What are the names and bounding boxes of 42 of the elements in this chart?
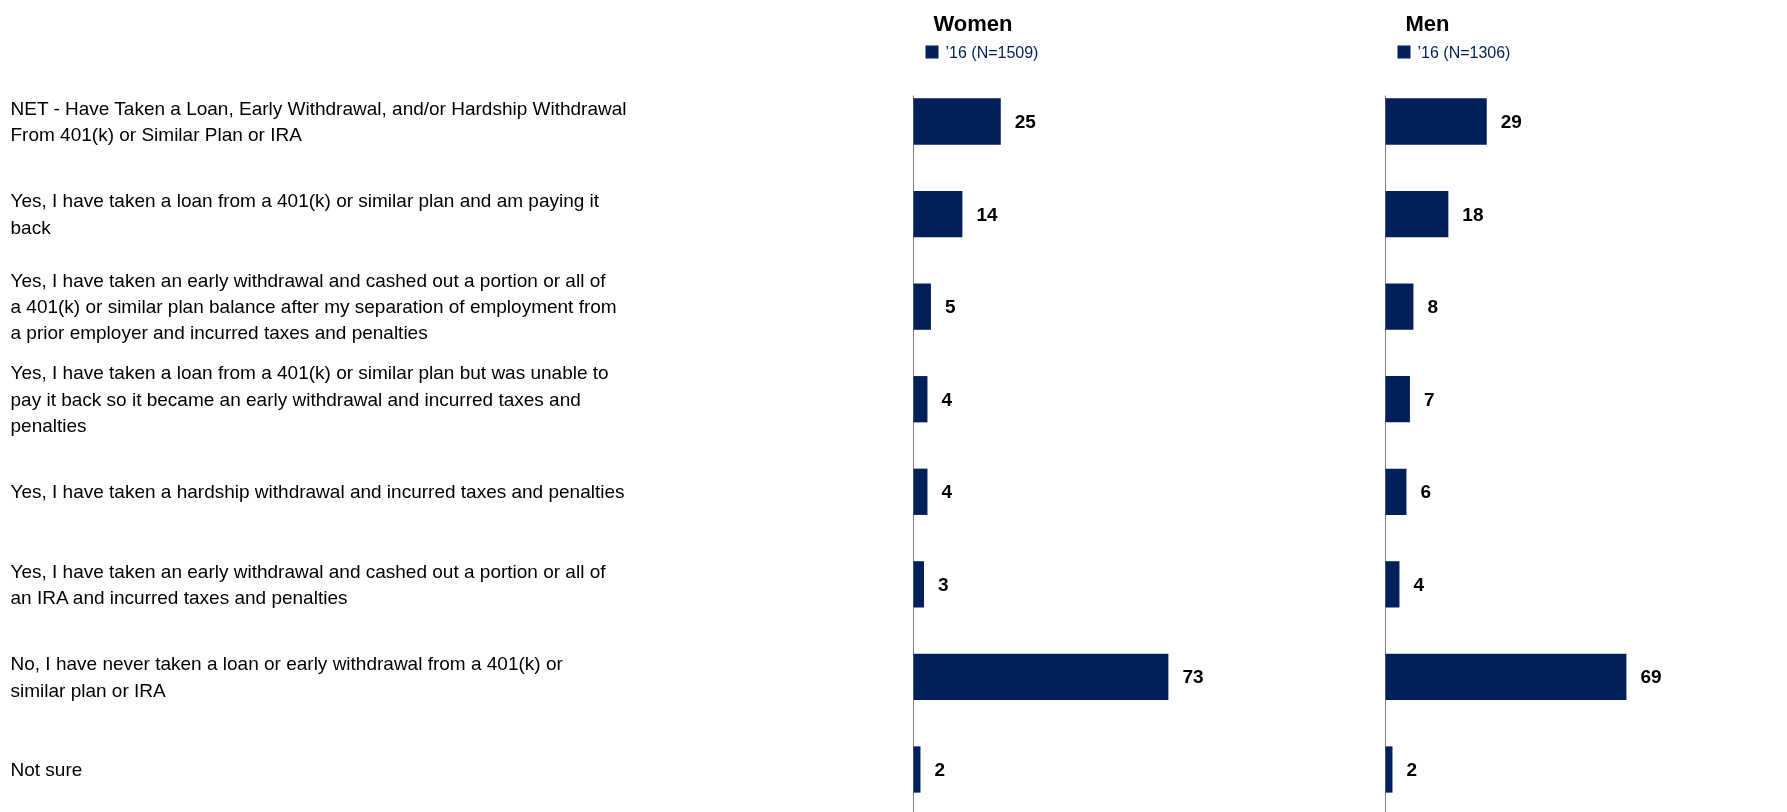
y-tick-label: Not sure [10,759,83,780]
chart-title: Men [1405,11,1450,36]
y-tick-label: Yes, I have taken an early withdrawal and cashed out a portion or all of an IRA and incurred taxes and penalties [10,560,607,608]
y-tick-label: Yes, I have taken a loan from a 401(k) or similar plan and am paying it back [10,190,600,238]
legend-label: ’16 (N=1306) [1417,44,1511,61]
bar [1385,561,1400,608]
data-label: 2 [1406,759,1418,780]
y-tick-label: NET - Have Taken a Loan, Early Withdrawal, and/or Hardship Withdrawal From 401(k) or Similar Plan or IRA [10,97,627,146]
y-tick-label: Yes, I have taken a loan from a 401(k) or similar plan but was unable to pay it back so it became an early withdrawal and incurred taxes and penalties [10,362,609,436]
bar [1385,468,1407,515]
data-label: 4 [941,388,953,410]
bar [913,468,928,515]
data-label: 29 [1500,111,1522,132]
bar [913,561,924,608]
data-label: 73 [1182,666,1204,688]
bar [1385,283,1414,330]
bar [913,283,931,330]
bar [1385,98,1487,145]
data-label: 8 [1427,296,1439,318]
bar [913,98,1001,145]
bar [1385,653,1627,701]
data-label: 3 [937,573,949,595]
data-label: 18 [1462,203,1484,225]
y-tick-label: Yes, I have taken an early withdrawal and cashed out a portion or all of a 401(k) or similar plan balance after my separation of employment from a prior employer and incurred taxes and penalties [10,269,617,344]
data-label: 69 [1640,666,1662,688]
data-label: 25 [1014,111,1037,132]
data-label: 6 [1420,481,1432,503]
bar [1385,376,1410,423]
data-label: 2 [934,759,946,780]
chart-title: Women [933,11,1013,36]
data-label: 4 [941,481,953,503]
data-label: 5 [944,296,956,318]
bar [913,190,963,238]
bar [1385,190,1449,238]
data-label: 4 [1413,573,1425,595]
bar [913,653,1169,701]
legend-label: ’16 (N=1509) [945,44,1039,61]
data-label: 7 [1423,388,1435,410]
y-tick-label: Yes, I have taken a hardship withdrawal and incurred taxes and penalties [10,481,625,503]
bar [913,376,928,423]
data-label: 14 [976,203,998,225]
y-tick-label: No, I have never taken a loan or early withdrawal from a 401(k) or similar plan or IRA [10,653,564,701]
